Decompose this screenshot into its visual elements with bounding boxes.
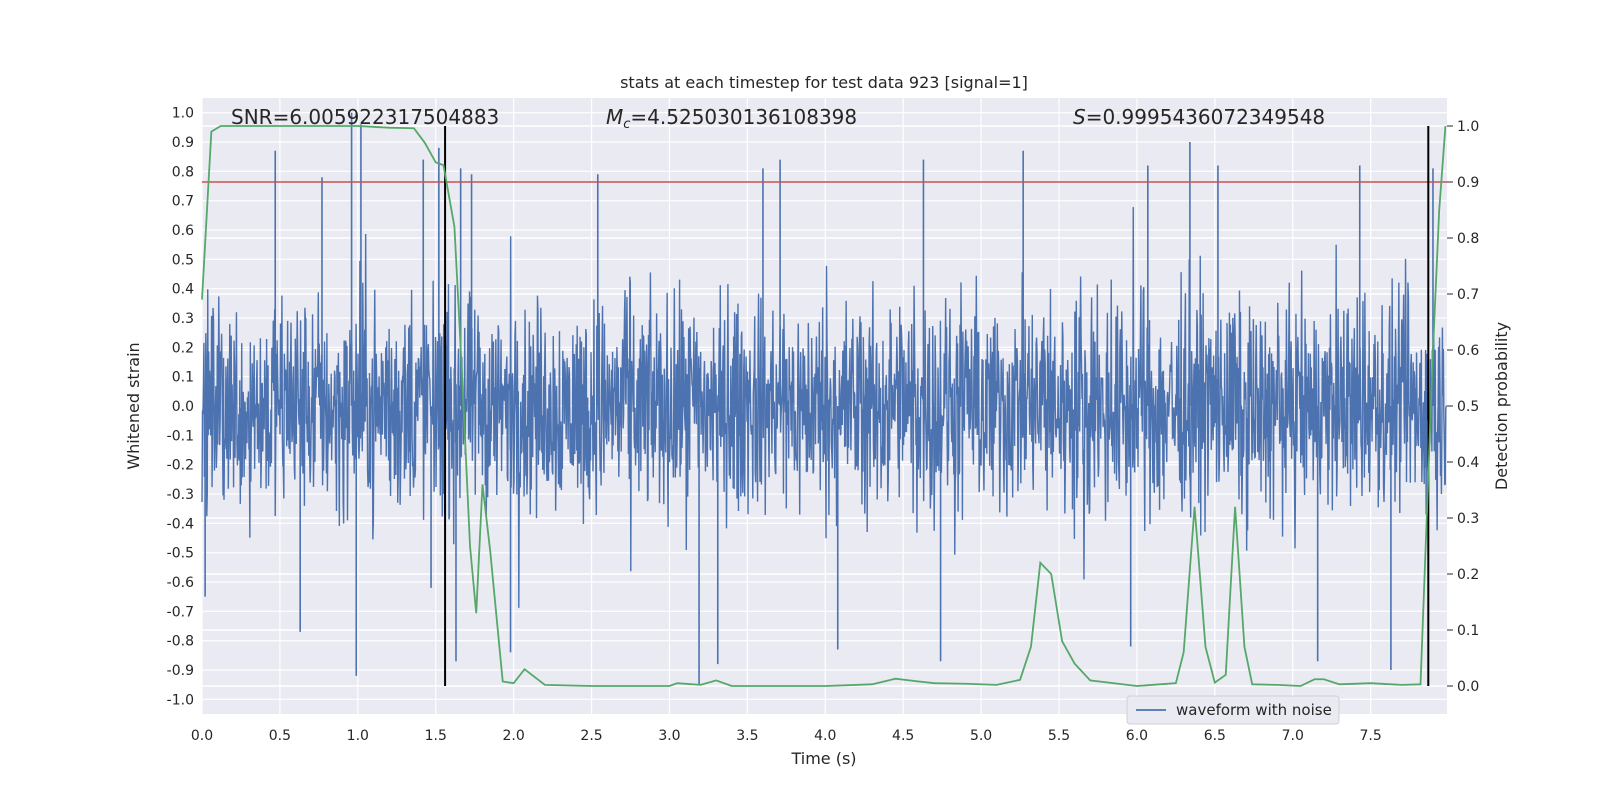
legend-box (1126, 695, 1340, 725)
x-tick-label: 1.5 (425, 728, 447, 744)
snr-annotation: SNR=6.005922317504883 (231, 105, 499, 129)
left-y-tick-label: 0.5 (172, 252, 194, 268)
waveform-trace (201, 207, 1447, 608)
right-y-tick-label: 1.0 (1457, 119, 1479, 135)
left-y-tick-label: 0.2 (172, 340, 194, 356)
x-tick-label: 0.5 (269, 728, 291, 744)
x-tick-label: 2.5 (580, 728, 602, 744)
x-axis-ticks: 0.0 0.5 1.0 1.5 2.0 2.5 3.0 3.5 4.0 4.5 5.0 5.5 6.0 6… (191, 728, 1382, 744)
x-tick-label: 3.0 (658, 728, 680, 744)
left-y-tick-label: -0.6 (167, 575, 194, 591)
right-y-tick-label: 0.6 (1457, 343, 1479, 359)
left-y-axis-ticks: -1.0 -0.9 -0.8 -0.7 -0.6 -0.5 -0.4 -0.3 -0.2 -0.1… (167, 106, 194, 709)
x-tick-label: 5.0 (970, 728, 992, 744)
x-tick-label: 7.0 (1282, 728, 1304, 744)
x-tick-label: 6.0 (1126, 728, 1148, 744)
left-y-tick-label: -0.7 (167, 604, 194, 620)
left-y-tick-label: 0.6 (172, 223, 194, 239)
left-y-tick-label: -0.1 (167, 428, 194, 444)
left-y-tick-label: -0.2 (167, 458, 194, 474)
snr-value: =6.005922317504883 (273, 105, 500, 129)
left-y-tick-label: -0.5 (167, 546, 194, 562)
x-tick-label: 7.5 (1360, 728, 1382, 744)
right-y-tick-label: 0.7 (1457, 287, 1479, 303)
x-tick-label: 4.5 (892, 728, 914, 744)
left-y-tick-label: -0.9 (167, 663, 194, 679)
x-tick-label: 3.5 (736, 728, 758, 744)
x-tick-label: 2.0 (503, 728, 525, 744)
right-y-tick-label: 0.2 (1457, 567, 1479, 583)
left-y-tick-label: 1.0 (172, 106, 194, 122)
right-y-tick-label: 0.0 (1457, 679, 1479, 695)
s-symbol: S (1073, 105, 1086, 129)
detection-probability-line (201, 125, 1447, 687)
left-y-tick-label: 0.9 (172, 135, 194, 151)
left-y-tick-label: 0.0 (172, 399, 194, 415)
left-y-tick-label: -1.0 (167, 692, 194, 708)
left-y-axis-label: Whitened strain (124, 342, 143, 469)
right-y-axis-ticks: 0.0 0.1 0.2 0.3 0.4 0.5 0.6 0.7 0.8 0.9 1.0 (1447, 119, 1479, 695)
x-tick-label: 6.5 (1204, 728, 1226, 744)
x-tick-label: 1.0 (347, 728, 369, 744)
s-annotation: S=0.9995436072349548 (1073, 105, 1325, 129)
probability-series (201, 125, 1447, 687)
reference-lines (202, 126, 1447, 686)
legend-label-waveform: waveform with noise (1176, 701, 1332, 719)
s-value: =0.9995436072349548 (1086, 105, 1325, 129)
mc-value: =4.525030136108398 (630, 105, 857, 129)
x-tick-label: 0.0 (191, 728, 213, 744)
right-y-tick-label: 0.8 (1457, 231, 1479, 247)
mc-symbol: M (606, 105, 623, 129)
left-y-tick-label: 0.3 (172, 311, 194, 327)
legend: waveform with noise (1126, 695, 1340, 725)
x-tick-label: 4.0 (814, 728, 836, 744)
right-y-axis-label: Detection probability (1492, 322, 1511, 490)
waveform-series (201, 112, 1447, 685)
mc-subscript: c (623, 117, 630, 132)
x-axis-label: Time (s) (790, 749, 856, 768)
right-y-tick-label: 0.3 (1457, 511, 1479, 527)
left-y-tick-label: 0.4 (172, 282, 194, 298)
left-y-tick-label: 0.1 (172, 370, 194, 386)
snr-label: SNR (231, 105, 273, 129)
right-y-tick-label: 0.5 (1457, 399, 1479, 415)
chirp-mass-annotation: Mc=4.525030136108398 (606, 105, 857, 132)
chart-title: stats at each timestep for test data 923… (620, 73, 1028, 92)
left-y-tick-label: -0.3 (167, 487, 194, 503)
x-tick-label: 5.5 (1048, 728, 1070, 744)
left-y-tick-label: 0.7 (172, 194, 194, 210)
right-y-tick-label: 0.1 (1457, 623, 1479, 639)
left-y-tick-label: -0.8 (167, 634, 194, 650)
left-y-tick-label: 0.8 (172, 164, 194, 180)
right-y-tick-label: 0.9 (1457, 175, 1479, 191)
right-y-tick-label: 0.4 (1457, 455, 1479, 471)
left-y-tick-label: -0.4 (167, 516, 194, 532)
